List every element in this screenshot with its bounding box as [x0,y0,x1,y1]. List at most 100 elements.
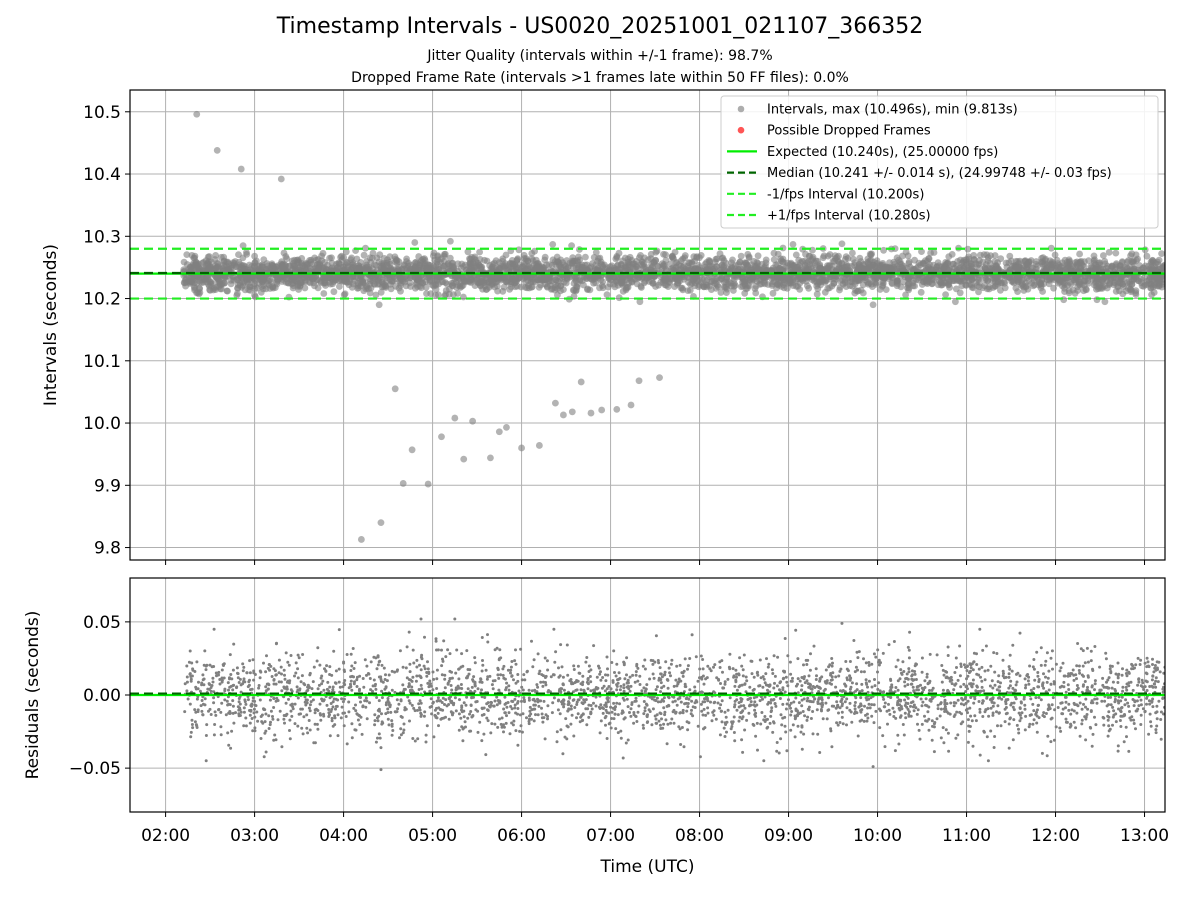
residual-point [313,722,317,726]
residual-point [796,691,800,695]
interval-point [930,249,938,256]
interval-point [586,274,594,282]
residual-point [719,709,723,713]
residual-point [733,703,737,707]
residual-point [359,700,362,704]
residual-point [264,670,268,674]
interval-point [1120,275,1128,283]
residual-point [386,697,390,700]
interval-point [253,257,260,265]
residual-point [361,677,365,680]
interval-point [494,274,502,281]
residual-point [1043,663,1047,667]
residual-point [758,658,762,662]
interval-point [336,283,343,290]
residual-point [1124,725,1128,729]
y-tick-label: 10.4 [83,165,121,185]
residual-point [959,665,963,668]
residual-point [865,719,869,723]
interval-point [636,254,643,261]
residual-point [550,711,554,715]
interval-point [1097,284,1105,292]
interval-outlier-point [357,536,365,543]
interval-point [1038,260,1046,268]
interval-point [312,256,320,264]
residual-point [996,680,1000,684]
residual-point [501,667,505,671]
residual-point [389,710,393,714]
residual-point [807,674,811,678]
residual-point [224,713,228,717]
interval-point [942,291,949,298]
residual-point [332,649,336,653]
residual-point [190,661,194,665]
interval-point [762,256,770,264]
interval-point [1046,275,1053,283]
residual-point [1023,703,1027,707]
interval-outlier-point [598,406,606,414]
residual-point [355,685,359,688]
residual-point [664,718,668,722]
interval-outlier-point [487,454,494,462]
residual-point [778,688,781,692]
residual-point [662,696,666,700]
residual-point [681,708,685,712]
residual-point [555,730,559,734]
residual-point [1062,680,1066,684]
residual-point [1117,707,1120,711]
interval-point [1132,287,1140,294]
interval-point [416,262,423,269]
residual-point [203,697,207,701]
residual-point [219,710,223,714]
interval-point [319,249,327,257]
residual-point [238,677,242,681]
interval-point [594,274,602,282]
interval-point [1014,266,1022,273]
residual-point [539,680,543,684]
interval-point [391,258,399,265]
residual-point [231,704,235,708]
interval-outlier-point [451,414,459,422]
residual-point [349,679,353,683]
interval-point [464,277,471,285]
residual-point [1132,704,1136,708]
interval-point [918,248,925,256]
interval-point [970,274,978,282]
residual-point [1155,724,1159,728]
interval-point [377,288,385,296]
residual-point [308,673,312,677]
interval-point [917,261,924,269]
interval-point [1076,273,1084,281]
residual-point [316,646,320,650]
residual-point [1159,718,1163,721]
interval-point [541,256,549,264]
residual-point [773,681,776,685]
residual-point [965,684,969,688]
interval-point [1023,274,1031,281]
residual-point [818,751,822,754]
residual-point [860,682,864,686]
residual-point [454,671,458,675]
residual-point [923,714,926,718]
interval-point [703,283,711,291]
interval-point [1009,262,1017,270]
interval-point [568,242,575,250]
residual-point [371,684,375,688]
interval-point [1112,261,1120,269]
interval-point [922,279,930,286]
interval-point [902,248,910,256]
residual-point [615,701,619,705]
residual-point [518,729,522,733]
residual-point [262,661,265,665]
residual-point [591,688,595,692]
residual-point [682,745,686,749]
interval-point [658,265,666,273]
interval-point [842,253,850,260]
interval-outlier-point [495,428,503,436]
residual-point [971,744,975,748]
residual-point [551,701,555,705]
interval-point [258,261,266,269]
interval-point [894,280,901,288]
interval-point [433,266,441,274]
residual-point [993,683,997,687]
